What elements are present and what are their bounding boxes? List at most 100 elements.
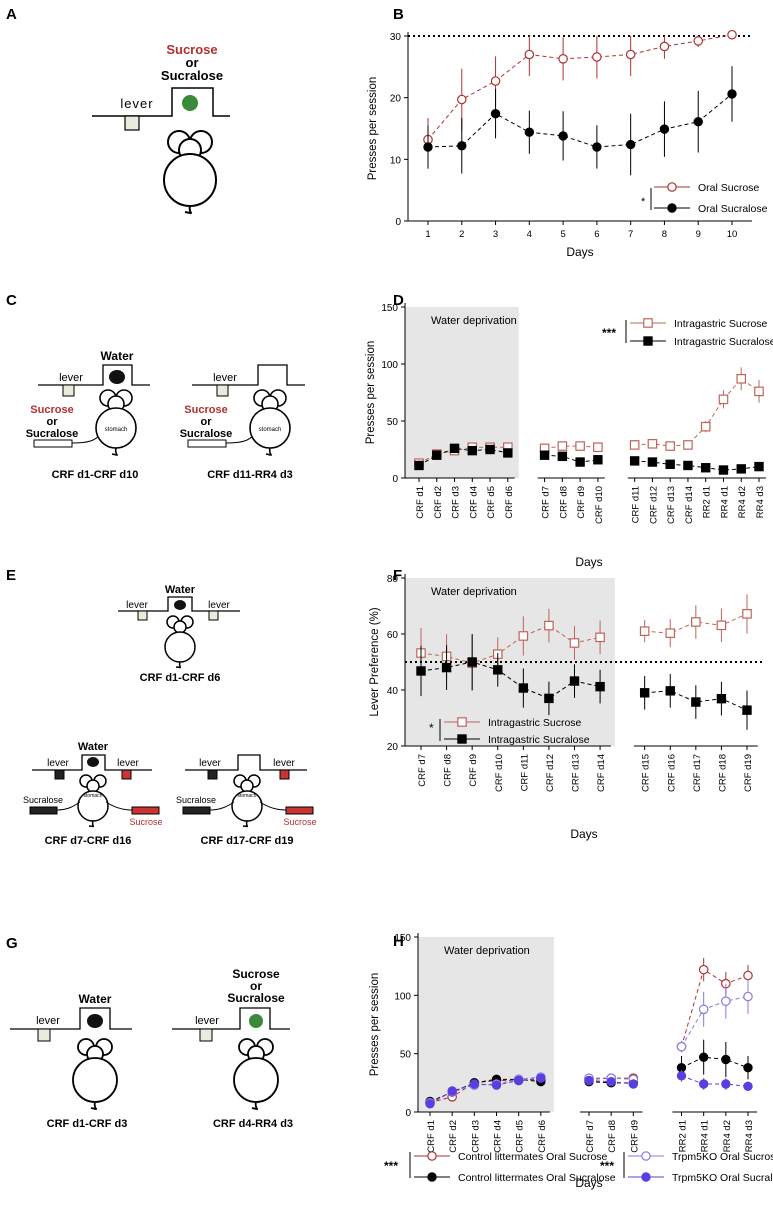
label-water: Water <box>79 992 112 1006</box>
data-point <box>595 681 605 692</box>
x-tick-label: 7 <box>628 229 633 240</box>
lever-label: lever <box>195 1015 219 1027</box>
data-point <box>754 461 764 472</box>
caption-crf-d1-d10: CRF d1-CRF d10 <box>52 469 139 481</box>
panel-letter-f: F <box>393 567 402 584</box>
caption-crf-d4-rr4-d3: CRF d4-RR4 d3 <box>213 1118 293 1130</box>
legend-label: Intragastric Sucralose <box>488 734 590 746</box>
data-point <box>698 1004 709 1015</box>
syringe-icon <box>33 439 73 448</box>
data-point <box>467 445 477 456</box>
data-point <box>659 41 670 52</box>
significance-marker-right: *** <box>600 1159 614 1173</box>
x-tick-label: CRF d8 <box>443 754 454 787</box>
data-point <box>721 1079 731 1089</box>
label-sucralose: Sucralose <box>23 795 63 805</box>
data-point <box>716 620 727 631</box>
data-point <box>524 127 535 137</box>
panel-letter-c: C <box>6 292 17 309</box>
data-point <box>659 124 670 134</box>
x-tick-label: CRF d6 <box>504 486 515 519</box>
data-point <box>575 457 585 467</box>
x-axis-label: Days <box>566 245 593 259</box>
lever-label-right: lever <box>273 758 295 769</box>
lever-label-right: lever <box>117 758 139 769</box>
x-tick-label: CRF d8 <box>558 486 569 519</box>
lever-block-red <box>279 769 290 780</box>
lever-block <box>124 115 140 131</box>
data-point <box>456 94 467 105</box>
legend-marker <box>667 182 677 192</box>
syringe-sucralose <box>29 806 58 815</box>
lever-block-black <box>207 769 218 780</box>
series-line <box>681 1056 749 1069</box>
water-deprivation-shade <box>418 937 554 1112</box>
x-tick-label: RR4 d2 <box>722 1120 733 1152</box>
x-tick-label: RR2 d1 <box>702 486 713 518</box>
x-tick-label: RR4 d3 <box>755 486 766 518</box>
mouse-icon <box>164 615 196 669</box>
data-point <box>743 1081 753 1092</box>
legend-marker <box>643 336 653 346</box>
label-water: Water <box>78 741 109 753</box>
x-tick-label: CRF d12 <box>545 754 556 792</box>
y-tick-label: 0 <box>405 1108 411 1119</box>
chamber-wall <box>118 596 240 612</box>
data-point <box>518 631 529 641</box>
legend-marker <box>667 203 677 213</box>
label-sucralose: Sucralose <box>161 68 223 83</box>
data-point <box>742 705 752 715</box>
legend-label: Trpm5KO Oral Sucrose <box>672 1151 773 1163</box>
series-line <box>544 454 598 463</box>
legend-marker <box>457 734 467 744</box>
y-tick-label: 20 <box>390 94 402 105</box>
label-sucralose: Sucralose <box>180 428 233 440</box>
x-tick-label: RR4 d2 <box>737 486 748 518</box>
data-point <box>701 463 711 473</box>
y-axis-label: Presses per session <box>369 973 381 1077</box>
caption-crf-d1-d3: CRF d1-CRF d3 <box>47 1118 128 1130</box>
legend-item-control-sucrose: Control littermates Oral Sucrose <box>414 1151 608 1163</box>
syringe-sucrose <box>131 806 160 815</box>
data-point <box>629 440 640 450</box>
data-point <box>490 76 501 86</box>
data-point <box>629 456 640 466</box>
x-tick-label: CRF d9 <box>576 486 587 519</box>
panel-g-schematic: G Water lever CRF d1-CRF d3 Sucrose or S… <box>6 935 293 1130</box>
data-point <box>698 1079 709 1089</box>
chamber-wall <box>32 754 152 771</box>
pellet-icon <box>182 95 198 111</box>
data-point <box>503 448 513 458</box>
data-point <box>625 139 636 150</box>
x-tick-label: CRF d14 <box>596 754 607 792</box>
data-point <box>665 441 675 451</box>
label-water: Water <box>165 584 196 596</box>
legend-item-oral-sucralose: Oral Sucralose <box>654 203 768 215</box>
x-axis-label: Days <box>575 1176 602 1190</box>
label-sucralose: Sucralose <box>176 795 216 805</box>
lever-label: lever <box>36 1015 60 1027</box>
data-point <box>414 460 424 471</box>
legend-label: Oral Sucrose <box>698 182 759 194</box>
x-tick-label: CRF d7 <box>417 754 428 787</box>
data-point <box>557 441 568 451</box>
panel-e-schematic: E Water lever lever CRF d1-CRF d6 Water … <box>6 567 317 847</box>
significance-marker: * <box>429 721 434 735</box>
data-point <box>693 36 704 46</box>
data-point <box>457 141 467 151</box>
data-point <box>595 632 605 643</box>
data-point <box>691 697 701 707</box>
x-tick-label: CRF d9 <box>629 1120 640 1153</box>
shade-label: Water deprivation <box>444 945 530 957</box>
legend-item-intragastric-sucralose: Intragastric Sucralose <box>630 336 773 348</box>
chart-b-oral-presses: B 0 10 20 30 1 2 3 4 5 6 7 8 9 10 Days Presses per sessi… <box>367 6 768 259</box>
data-point <box>558 131 568 141</box>
panel-letter-h: H <box>393 933 404 950</box>
data-point <box>425 1099 435 1109</box>
y-tick-label: 60 <box>387 630 399 641</box>
series-line <box>634 378 760 447</box>
y-tick-label: 80 <box>387 574 399 585</box>
data-point <box>736 374 747 384</box>
